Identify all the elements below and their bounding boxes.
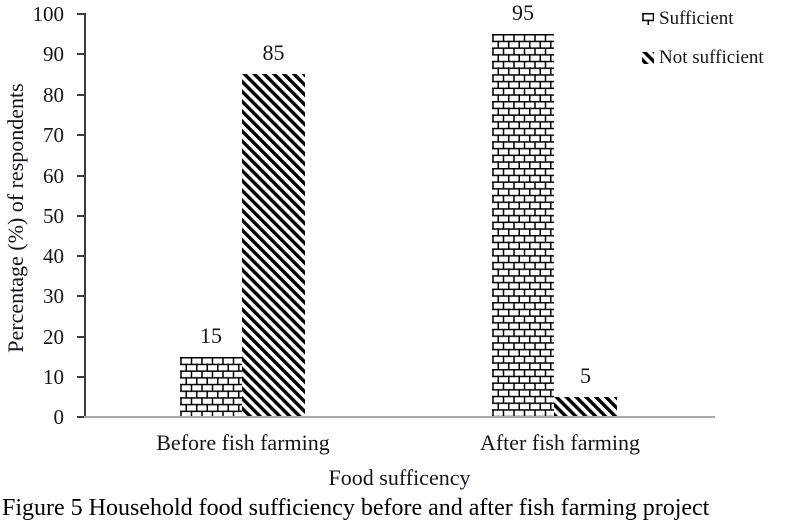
category-label-before: Before fish farming bbox=[156, 430, 330, 455]
diagonal-stripe-pattern-swatch-icon bbox=[642, 52, 654, 64]
bar-group-after-sufficient: 95 bbox=[492, 1, 554, 417]
bar-value-label: 85 bbox=[262, 40, 285, 65]
x-axis-title: Food sufficency bbox=[328, 465, 471, 490]
y-tick-label: 20 bbox=[43, 325, 64, 349]
bar-group-before-not-sufficient: 85 bbox=[242, 41, 305, 417]
brick-pattern-fill bbox=[180, 357, 242, 417]
y-tick-label: 30 bbox=[43, 284, 64, 308]
bar-not-sufficient-after bbox=[554, 397, 617, 417]
bar-sufficient-after bbox=[492, 34, 554, 417]
bar-value-label: 15 bbox=[200, 323, 222, 348]
plot-area: 15 85 95 5 bbox=[85, 1, 714, 417]
bar-group-before-sufficient: 15 bbox=[180, 324, 242, 417]
y-tick-label: 90 bbox=[43, 42, 64, 66]
figure-caption: Figure 5 Household food sufficiency befo… bbox=[2, 495, 710, 521]
legend-item-sufficient: Sufficient bbox=[642, 8, 764, 30]
diagonal-stripe-pattern-fill bbox=[554, 397, 617, 417]
y-tick-label: 50 bbox=[43, 204, 64, 228]
bar-value-label: 5 bbox=[580, 363, 591, 388]
bar-sufficient-before bbox=[180, 357, 242, 417]
y-tick-mark bbox=[77, 13, 85, 15]
brick-pattern-fill bbox=[492, 34, 554, 417]
y-tick-mark bbox=[77, 295, 85, 297]
bar-value-label: 95 bbox=[512, 0, 534, 25]
y-tick-mark bbox=[77, 255, 85, 257]
legend-label-not-sufficient: Not sufficient bbox=[659, 47, 764, 68]
y-tick-mark bbox=[77, 215, 85, 217]
y-axis-line bbox=[84, 13, 86, 418]
y-tick-mark bbox=[77, 134, 85, 136]
y-tick-label: 60 bbox=[43, 164, 64, 188]
y-tick-label: 100 bbox=[32, 2, 65, 26]
y-tick-label: 10 bbox=[43, 365, 64, 389]
y-tick-mark bbox=[77, 336, 85, 338]
legend-item-not-sufficient: Not sufficient bbox=[642, 47, 764, 69]
bar-group-after-not-sufficient: 5 bbox=[554, 364, 617, 417]
y-tick-label: 80 bbox=[43, 83, 64, 107]
diagonal-stripe-pattern-fill bbox=[242, 74, 305, 417]
y-tick-mark bbox=[77, 376, 85, 378]
y-tick-label: 40 bbox=[43, 244, 64, 268]
brick-pattern-swatch-icon bbox=[642, 13, 654, 25]
y-tick-mark bbox=[77, 175, 85, 177]
legend-label-sufficient: Sufficient bbox=[659, 8, 734, 29]
x-axis-line bbox=[84, 416, 715, 418]
y-tick-label: 70 bbox=[43, 123, 64, 147]
legend: Sufficient Not sufficient bbox=[642, 8, 764, 86]
y-tick-label: 0 bbox=[53, 405, 65, 429]
y-tick-mark bbox=[77, 94, 85, 96]
y-tick-mark bbox=[77, 416, 85, 418]
bar-not-sufficient-before bbox=[242, 74, 305, 417]
y-tick-mark bbox=[77, 53, 85, 55]
category-label-after: After fish farming bbox=[479, 430, 641, 455]
